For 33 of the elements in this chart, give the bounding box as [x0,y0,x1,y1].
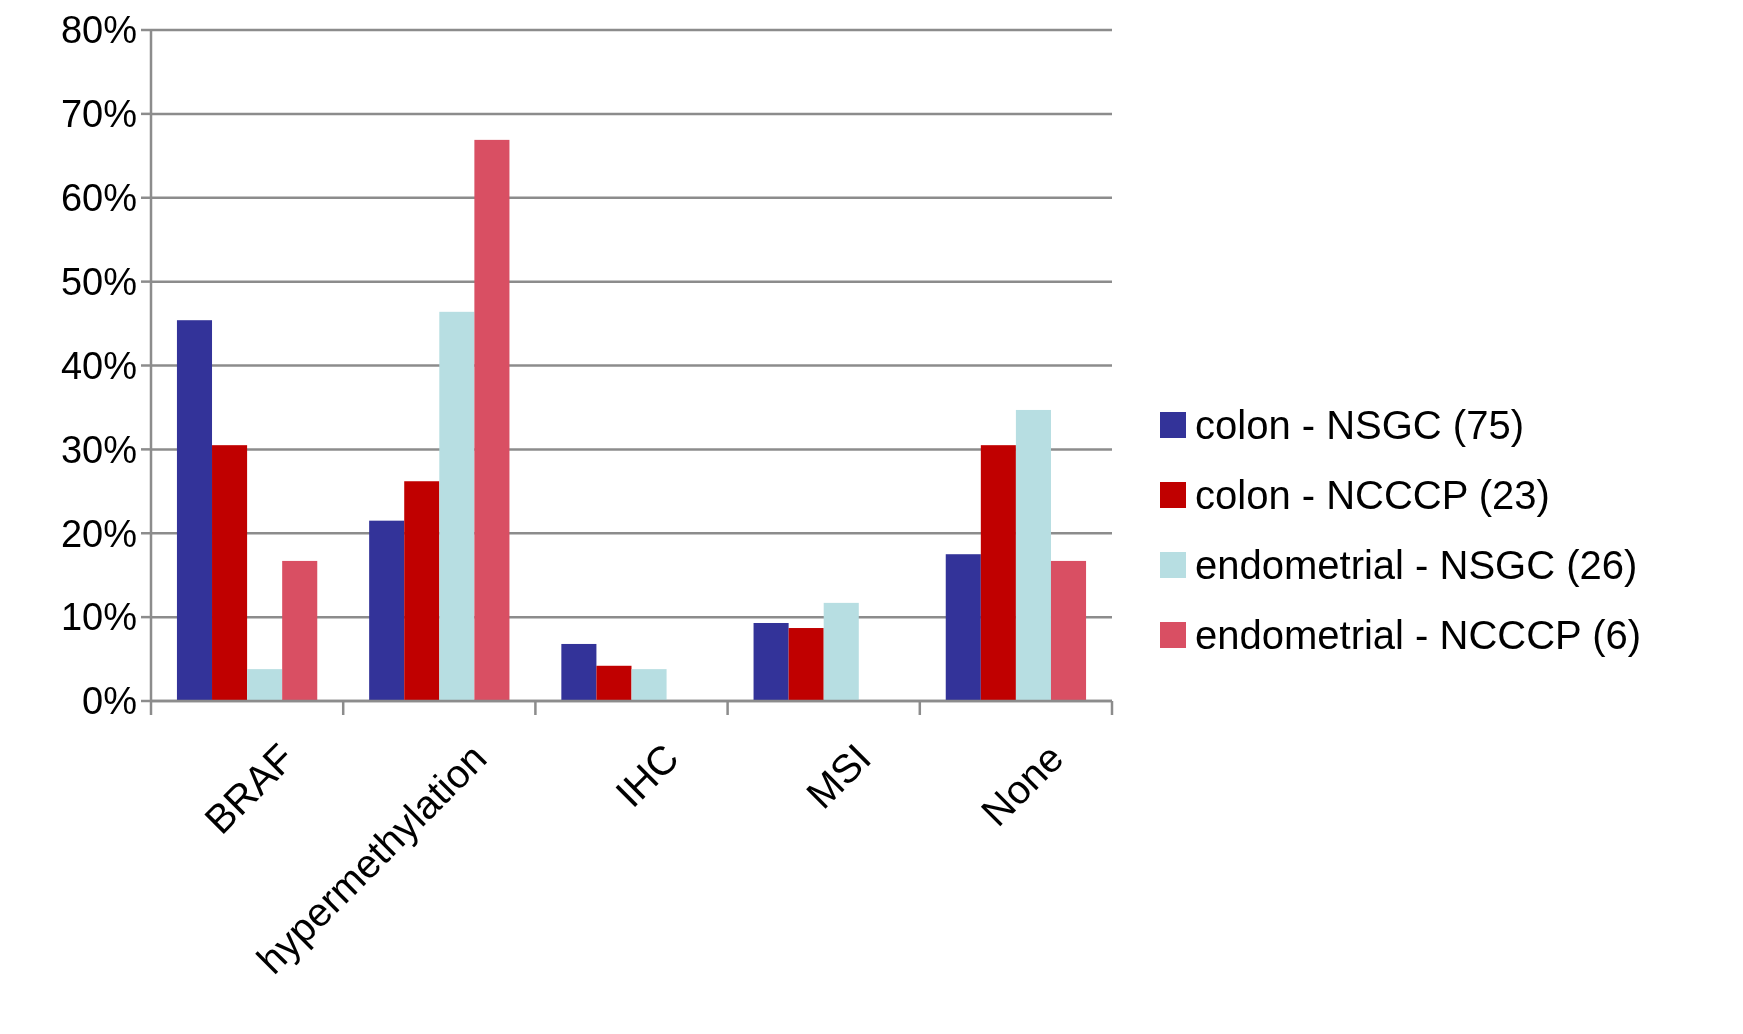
bar [369,520,405,701]
bar [247,669,283,701]
bar [282,560,318,701]
bar [176,320,213,701]
y-tick-label: 80% [60,9,137,52]
bar [945,554,981,701]
bar [1015,409,1051,701]
bar [980,445,1016,701]
bar [404,481,440,701]
y-tick-label: 70% [60,93,137,136]
bar [439,311,475,701]
y-tick-label: 10% [60,596,137,639]
x-tick-label: IHC [607,735,687,816]
y-tick-label: 40% [60,344,137,387]
bar [212,445,248,701]
legend-label: endometrial - NSGC (26) [1195,543,1638,587]
legend-label: colon - NCCCP (23) [1195,473,1550,517]
bar [561,643,597,701]
y-tick-label: 60% [60,177,137,220]
bar [631,669,667,701]
bar [753,623,789,701]
legend-label: endometrial - NCCCP (6) [1195,613,1642,657]
legend-label: colon - NSGC (75) [1195,403,1524,447]
y-tick-label: 30% [60,428,137,471]
bar [596,665,632,701]
bar [474,139,510,701]
bar [1050,560,1087,701]
x-tick-label: MSI [797,735,880,817]
y-tick-label: 0% [82,680,137,723]
y-tick-label: 20% [60,512,137,555]
bar [823,602,859,701]
bar [788,628,824,701]
y-tick-label: 50% [60,260,137,303]
